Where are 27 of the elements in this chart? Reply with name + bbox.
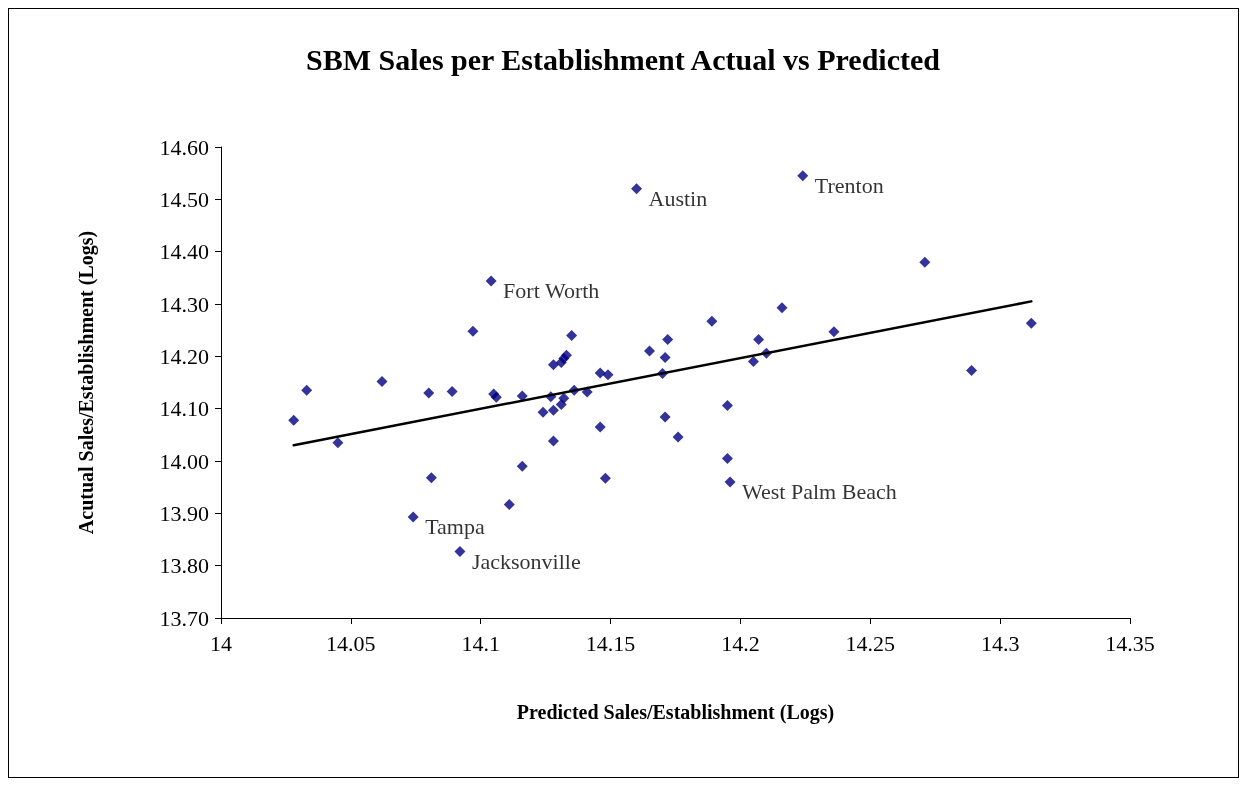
- y-tick-label: 14.60: [159, 134, 209, 160]
- chart-title: SBM Sales per Establishment Actual vs Predicted: [306, 42, 941, 76]
- annotation: West Palm Beach: [742, 479, 897, 505]
- x-tick-label: 14.25: [845, 630, 896, 656]
- x-axis-title: Predicted Sales/Establishment (Logs): [516, 701, 835, 724]
- y-tick-label: 14.40: [159, 239, 209, 265]
- y-tick-label: 13.80: [159, 553, 209, 579]
- y-axis-title: Acutual Sales/Establishment (Logs): [75, 230, 98, 535]
- x-tick-label: 14.15: [585, 630, 636, 656]
- x-tick-label: 14: [210, 630, 232, 656]
- annotation: Jacksonville: [471, 549, 581, 575]
- y-tick-label: 14.00: [159, 448, 209, 474]
- x-tick-label: 14.05: [326, 630, 376, 656]
- y-tick-label: 14.50: [159, 186, 209, 212]
- y-tick-label: 14.30: [159, 291, 209, 317]
- y-tick-label: 13.70: [159, 605, 209, 631]
- x-tick-label: 14.3: [980, 630, 1020, 656]
- y-tick-label: 14.20: [159, 343, 209, 369]
- x-tick-label: 14.35: [1105, 630, 1155, 656]
- annotation: Trenton: [814, 173, 884, 199]
- annotation: Tampa: [425, 514, 485, 540]
- annotation: Austin: [648, 186, 708, 212]
- annotation: Fort Worth: [503, 278, 600, 304]
- y-tick-label: 14.10: [159, 396, 209, 422]
- y-tick-label: 13.90: [159, 500, 209, 526]
- x-tick-label: 14.2: [721, 630, 760, 656]
- x-tick-label: 14.1: [461, 630, 500, 656]
